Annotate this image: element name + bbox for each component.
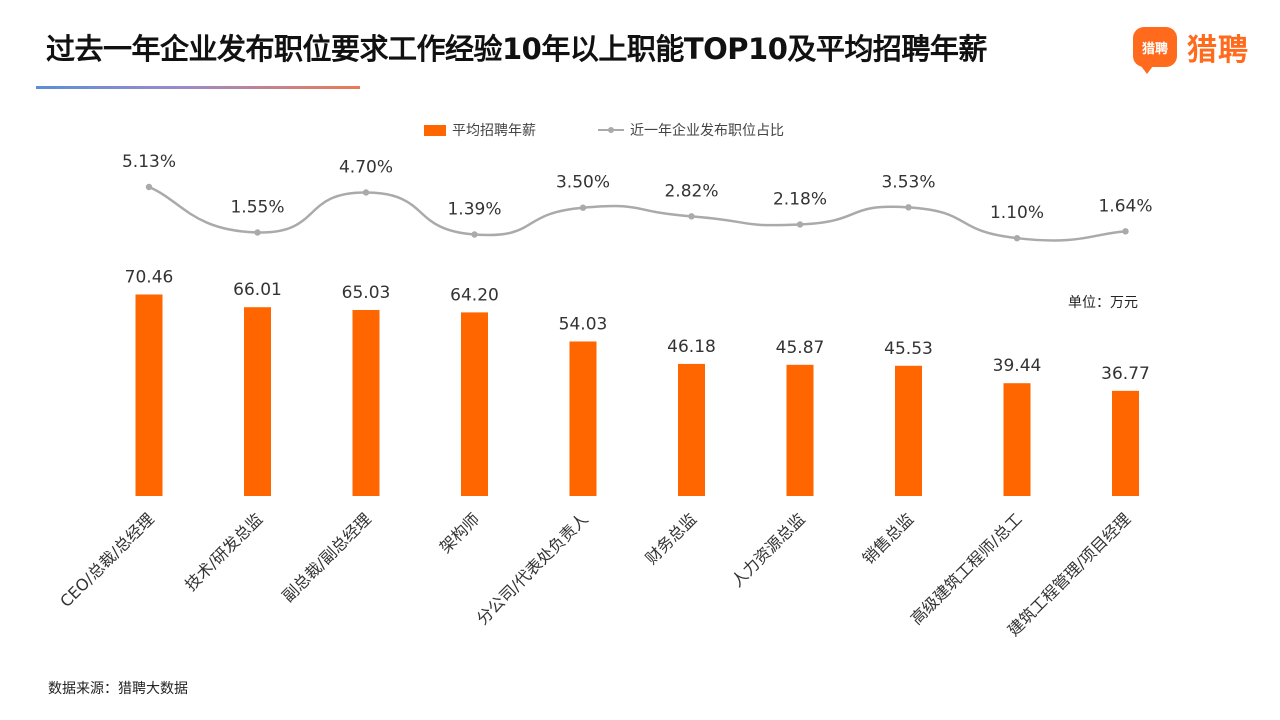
- salary-bar-label: 65.03: [342, 283, 391, 303]
- salary-bar-label: 70.46: [125, 267, 174, 287]
- legend-bar-swatch: [424, 124, 446, 136]
- share-point-label: 3.53%: [881, 172, 935, 192]
- brand-logo: 猎聘 猎聘: [1133, 24, 1249, 74]
- category-tick-label: 财务总监: [642, 509, 701, 568]
- share-point: [1013, 234, 1021, 242]
- salary-bar: [1112, 390, 1139, 496]
- salary-bar: [244, 307, 271, 496]
- share-point-label: 4.70%: [339, 157, 393, 177]
- salary-bar: [569, 341, 597, 496]
- share-line: [148, 185, 1126, 242]
- salary-bar: [678, 363, 705, 496]
- unit-label: 单位：万元: [1068, 295, 1138, 311]
- share-point: [362, 189, 370, 196]
- category-tick-label: CEO/总裁/总经理: [56, 509, 158, 611]
- category-tick-label: 副总裁/副总经理: [278, 509, 374, 605]
- salary-bar-label: 39.44: [993, 356, 1042, 376]
- salary-bar-label: 45.53: [884, 339, 933, 359]
- page-title: 过去一年企业发布职位要求工作经验10年以上职能TOP10及平均招聘年薪: [46, 32, 987, 66]
- share-point: [579, 204, 587, 211]
- share-point-label: 3.50%: [556, 173, 610, 193]
- salary-bar: [786, 364, 814, 496]
- legend-bar-label: 平均招聘年薪: [452, 123, 536, 139]
- salary-bar: [352, 310, 380, 496]
- salary-bar: [461, 312, 488, 496]
- category-tick-label: 建筑工程管理/项目经理: [1004, 509, 1134, 639]
- share-point-label: 5.13%: [122, 152, 176, 172]
- share-point: [905, 204, 912, 211]
- category-tick-label: 高级建筑工程师/总工: [907, 509, 1026, 628]
- chart-legend: 平均招聘年薪 近一年企业发布职位占比: [424, 120, 784, 140]
- category-tick-label: 技术/研发总监: [181, 509, 266, 594]
- logo-badge-text: 猎聘: [1141, 41, 1168, 57]
- legend-line-label: 近一年企业发布职位占比: [630, 123, 784, 139]
- salary-bar-label: 46.18: [667, 337, 716, 357]
- category-tick-label: 架构师: [436, 509, 483, 556]
- share-point: [1122, 228, 1129, 235]
- salary-bar-label: 64.20: [450, 285, 499, 305]
- share-point-label: 2.82%: [664, 181, 718, 201]
- category-tick-label: 人力资源总监: [728, 509, 809, 590]
- legend-line-swatch: [598, 124, 624, 136]
- share-point-label: 1.55%: [230, 197, 284, 217]
- share-point-label: 2.18%: [773, 189, 827, 209]
- salary-bar-label: 45.87: [776, 338, 825, 358]
- salary-bar: [135, 294, 163, 496]
- source-note: 数据来源：猎聘大数据: [48, 681, 188, 697]
- salary-bar: [1003, 383, 1031, 496]
- share-point: [688, 213, 695, 220]
- logo-text: 猎聘: [1187, 33, 1249, 68]
- share-point: [145, 183, 153, 191]
- salary-bar: [895, 365, 922, 496]
- share-point: [254, 229, 261, 236]
- category-tick-label: 分公司/代表处负责人: [473, 509, 592, 628]
- share-point-label: 1.39%: [447, 199, 501, 219]
- share-point-label: 1.10%: [990, 203, 1044, 223]
- salary-bar-label: 36.77: [1101, 364, 1150, 384]
- logo-chat-bubble-icon: 猎聘: [1133, 27, 1177, 74]
- category-tick-label: 销售总监: [859, 509, 918, 568]
- salary-bar-label: 66.01: [233, 280, 282, 300]
- title-underline: [36, 86, 360, 89]
- share-point-label: 1.64%: [1098, 196, 1152, 216]
- share-point: [796, 221, 804, 228]
- salary-bar-label: 54.03: [559, 314, 608, 334]
- share-point: [471, 231, 478, 238]
